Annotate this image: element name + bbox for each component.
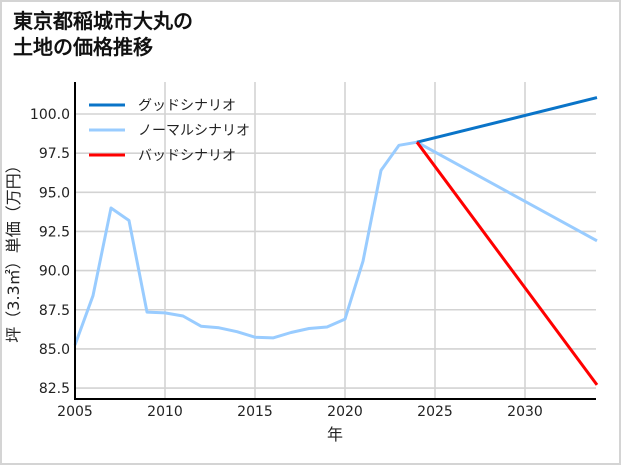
y-tick-label: 92.5 <box>39 224 70 240</box>
legend-item-1: ノーマルシナリオ <box>89 123 250 139</box>
legend-label: バッドシナリオ <box>138 148 236 164</box>
legend-item-2: バッドシナリオ <box>89 148 236 164</box>
y-tick-label: 85.0 <box>39 342 70 358</box>
series-line-0 <box>416 96 598 144</box>
chart-title-line-1: 東京都稲城市大丸の <box>13 9 193 33</box>
x-tick-label: 2025 <box>417 404 453 420</box>
x-tick-label: 2030 <box>507 404 543 420</box>
series-lines <box>73 96 599 386</box>
x-tick-label: 2015 <box>237 404 273 420</box>
legend-label: ノーマルシナリオ <box>138 123 250 139</box>
y-tick-label: 90.0 <box>39 264 70 280</box>
series-line-2 <box>415 141 599 386</box>
y-tick-label: 97.5 <box>39 146 70 162</box>
y-axis-label: 坪（3.3㎡）単価（万円） <box>4 157 23 342</box>
tick-labels: 2005 2010 2015 2020 2025 2030 82.5 85.0 87.5 90.0… <box>30 107 543 420</box>
x-axis-label: 年 <box>327 425 343 444</box>
legend-label: グッドシナリオ <box>138 98 236 114</box>
x-tick-label: 2010 <box>147 404 183 420</box>
x-tick-label: 2020 <box>327 404 363 420</box>
chart-title-line-2: 土地の価格推移 <box>13 35 153 59</box>
chart-title: 東京都稲城市大丸の 土地の価格推移 <box>13 8 193 60</box>
axes <box>74 82 596 400</box>
y-tick-label: 95.0 <box>39 185 70 201</box>
x-tick-label: 2005 <box>57 404 93 420</box>
y-tick-label: 100.0 <box>30 107 70 123</box>
legend-item-0: グッドシナリオ <box>89 98 236 114</box>
y-tick-label: 87.5 <box>39 303 70 319</box>
y-tick-label: 82.5 <box>39 381 70 397</box>
series-line-1 <box>73 140 598 346</box>
